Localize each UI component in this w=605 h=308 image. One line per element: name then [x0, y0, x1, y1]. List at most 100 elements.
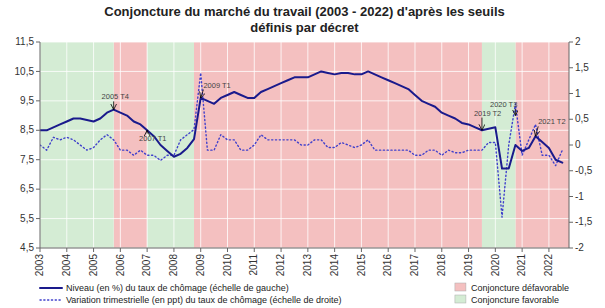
y2-tick	[569, 93, 573, 94]
level-line	[40, 71, 562, 168]
y-tick-label: 5,5	[20, 213, 34, 224]
y2-tick-label: 1,5	[575, 62, 589, 73]
title: Conjoncture du marché du travail (2003 -…	[104, 4, 504, 35]
x-tick	[173, 248, 174, 252]
x-tick	[147, 248, 148, 252]
y2-tick-label: -1,5	[575, 216, 593, 227]
annotation-arrow	[201, 90, 204, 98]
y-tick	[36, 248, 40, 249]
y-tick	[36, 130, 40, 131]
y-tick-label: 4,5	[20, 242, 34, 253]
annotation-text: 2020 T3	[490, 100, 517, 109]
y-tick-label: 10,5	[15, 66, 35, 77]
y-tick-label: 6,5	[20, 183, 34, 194]
x-tick-label: 2021	[516, 254, 527, 277]
grid-line-x	[200, 42, 201, 248]
x-tick-label: 2004	[61, 254, 72, 277]
x-tick	[548, 248, 549, 252]
grid-line-x	[441, 42, 442, 248]
annotation-arrow	[536, 126, 539, 136]
annotation-arrow	[481, 118, 482, 131]
x-tick-label: 2003	[34, 254, 45, 277]
grid-line-x	[468, 42, 469, 248]
y-tick-label: 11,5	[15, 36, 34, 47]
chart: Conjoncture du marché du travail (2003 -…	[0, 0, 605, 308]
y-tick	[36, 218, 40, 219]
x-tick	[254, 248, 255, 252]
x-tick	[40, 248, 41, 252]
y2-tick	[569, 170, 573, 171]
x-tick-label: 2017	[409, 254, 420, 277]
x-tick	[388, 248, 389, 252]
y2-tick	[569, 42, 573, 43]
y-tick	[36, 100, 40, 101]
legend-swatch	[455, 283, 466, 291]
annotation-text: 2021 T2	[538, 117, 565, 126]
grid-line-y	[40, 71, 569, 72]
x-tick-label: 2022	[543, 254, 554, 277]
annotation-arrow	[113, 101, 114, 109]
x-tick-label: 2012	[275, 254, 286, 277]
annotation-text: 2019 T2	[474, 109, 501, 118]
shaded-period	[114, 42, 147, 248]
y2-tick-label: 1	[575, 88, 581, 99]
annotation-text: 2007 T1	[139, 134, 166, 143]
x-tick-label: 2016	[382, 254, 393, 277]
x-tick-label: 2013	[302, 254, 313, 277]
annotations: 2005 T42007 T12009 T12019 T22020 T32021 …	[102, 81, 566, 143]
grid-line-y	[40, 248, 569, 249]
y-tick	[36, 189, 40, 190]
x-tick-label: 2005	[88, 254, 99, 277]
y-axis-line	[40, 42, 41, 248]
grid-line-x	[334, 42, 335, 248]
y-tick-label: 9,5	[20, 95, 34, 106]
x-tick	[414, 248, 415, 252]
x-tick-label: 2011	[248, 254, 259, 276]
grid	[40, 42, 569, 248]
y-tick	[36, 159, 40, 160]
x-tick	[307, 248, 308, 252]
x-tick-label: 2019	[463, 254, 474, 277]
grid-line-y	[40, 218, 569, 219]
y2-tick	[569, 145, 573, 146]
x-tick	[334, 248, 335, 252]
grid-line-x	[93, 42, 94, 248]
legend-swatch	[40, 299, 62, 300]
y2-tick	[569, 119, 573, 120]
x-tick-label: 2008	[168, 254, 179, 277]
plot-area	[40, 42, 569, 248]
y-tick	[36, 42, 40, 43]
legend-label: Conjoncture favorable	[471, 295, 559, 305]
legend-swatch	[40, 287, 62, 289]
title-line: définis par décret	[250, 20, 359, 35]
shaded-period	[40, 42, 114, 248]
grid-line-y	[40, 130, 569, 131]
grid-line-x	[40, 42, 41, 248]
x-tick-label: 2006	[115, 254, 126, 277]
x-tick	[120, 248, 121, 252]
x-tick	[66, 248, 67, 252]
x-tick	[441, 248, 442, 252]
shaded-period	[515, 42, 569, 248]
legend-label: Niveau (en %) du taux de chômage (échell…	[66, 283, 289, 293]
x-axis-line	[40, 248, 569, 249]
grid-line-x	[173, 42, 174, 248]
y2-tick-label: 0,5	[575, 113, 589, 124]
y2-tick-label: -1	[575, 191, 584, 202]
grid-line-y	[40, 189, 569, 190]
x-tick-label: 2009	[195, 254, 206, 277]
y-tick	[36, 71, 40, 72]
y2-tick	[569, 196, 573, 197]
grid-line-y	[40, 159, 569, 160]
x-tick	[495, 248, 496, 252]
x-tick-label: 2018	[436, 254, 447, 277]
title-line: Conjoncture du marché du travail (2003 -…	[104, 4, 504, 19]
grid-line-x	[147, 42, 148, 248]
y2-tick-label: -0,5	[575, 165, 593, 176]
x-tick	[227, 248, 228, 252]
x-tick	[468, 248, 469, 252]
variation-line	[40, 73, 562, 217]
grid-line-x	[227, 42, 228, 248]
y-tick-label: 7,5	[20, 154, 34, 165]
y2-tick-label: 0	[575, 139, 581, 150]
